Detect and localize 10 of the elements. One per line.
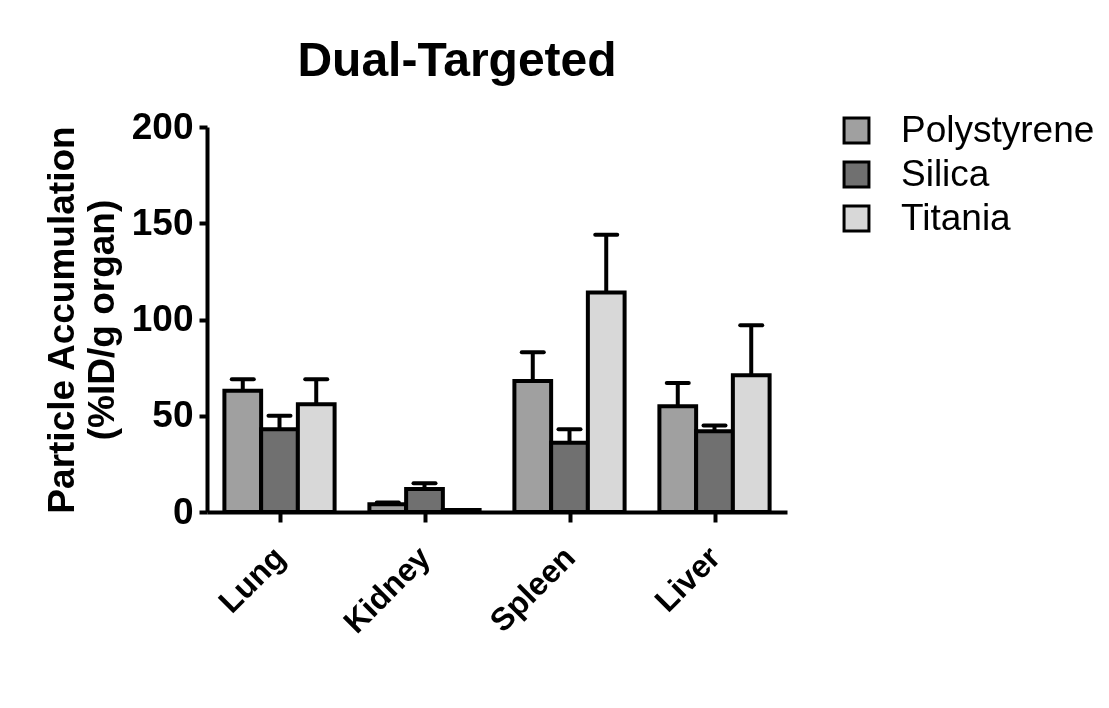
y-tick-label: 50 xyxy=(152,394,194,436)
chart-title: Dual-Targeted xyxy=(297,33,617,86)
y-tick-label: 200 xyxy=(131,105,194,147)
legend-label: Titania xyxy=(901,196,1012,238)
y-tick-label: 100 xyxy=(131,298,194,339)
y-tick-label: 150 xyxy=(131,201,194,243)
legend-label: Silica xyxy=(901,152,990,194)
y-tick-label: 0 xyxy=(172,490,194,532)
legend-label: Polystyrene xyxy=(901,108,1095,150)
y-axis-title: Particle Accumulation (%ID/g organ) xyxy=(40,126,122,514)
